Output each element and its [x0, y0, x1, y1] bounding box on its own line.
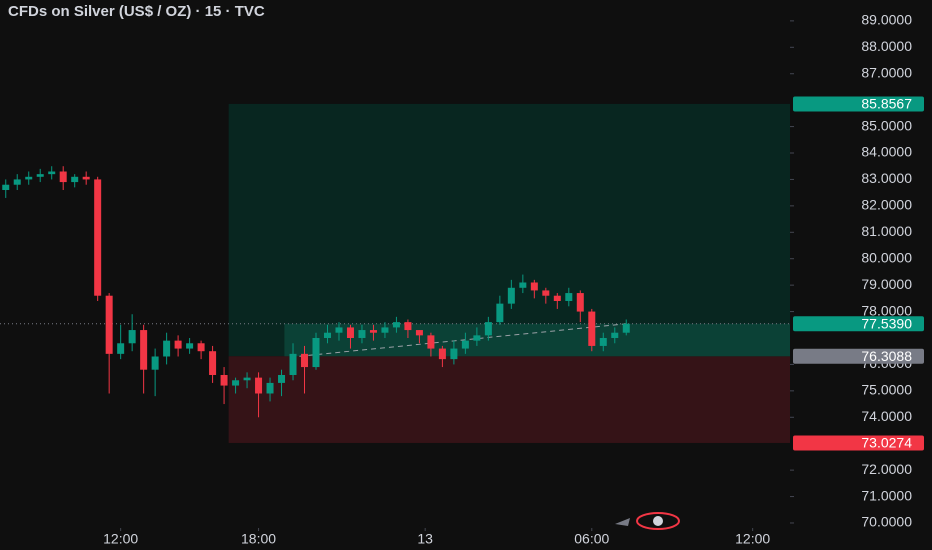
open-profit-fill [284, 323, 790, 357]
candle-body [323, 332, 331, 338]
candle-body [25, 176, 33, 180]
candle-body [622, 323, 630, 333]
candle-body [151, 356, 159, 370]
candle-body [36, 174, 44, 177]
candle-body [553, 295, 561, 301]
candle-body [197, 343, 205, 352]
candle-body [599, 337, 607, 346]
candle-body [473, 335, 481, 341]
profit-zone [228, 103, 791, 357]
price-label: 77.5390 [861, 315, 912, 331]
candle-body [128, 330, 136, 344]
candle-body [335, 327, 343, 333]
price-label-box [793, 316, 924, 332]
y-tick-label: 75.0000 [861, 382, 912, 398]
candle-body [404, 322, 412, 331]
candle-body [484, 322, 492, 336]
price-label: 76.3088 [861, 348, 912, 364]
y-tick-label: 72.0000 [861, 461, 912, 477]
candle-body [450, 348, 458, 360]
candle-body [496, 303, 504, 323]
candle-body [82, 176, 90, 180]
candle-body [278, 374, 286, 383]
replay-icon [615, 512, 680, 530]
candle-body [611, 332, 619, 338]
x-tick-label: 12:00 [735, 531, 770, 547]
y-tick-label: 89.0000 [861, 12, 912, 28]
y-tick-label: 84.0000 [861, 144, 912, 160]
candle-body [266, 382, 274, 394]
candle-body [117, 343, 125, 354]
candle-body [209, 351, 217, 375]
candle-body [94, 179, 102, 296]
price-label-box [793, 348, 924, 364]
price-label-box [793, 435, 924, 451]
y-tick-label: 74.0000 [861, 408, 912, 424]
y-tick-label: 79.0000 [861, 276, 912, 292]
x-tick-label: 13 [417, 531, 433, 547]
candle-body [427, 335, 435, 349]
y-tick-label: 80.0000 [861, 249, 912, 265]
candle-body [105, 295, 113, 354]
candle-body [13, 179, 21, 185]
y-tick-label: 70.0000 [861, 514, 912, 530]
candle-body [358, 330, 366, 338]
x-tick-label: 12:00 [103, 531, 138, 547]
candle-body [381, 327, 389, 333]
y-tick-label: 85.0000 [861, 117, 912, 133]
candle-body [392, 322, 400, 328]
candle-body [220, 374, 228, 386]
price-label-box [793, 96, 924, 112]
y-tick-label: 78.0000 [861, 302, 912, 318]
candle-body [507, 287, 515, 304]
candle-body [243, 377, 251, 381]
chart-title: CFDs on Silver (US$ / OZ) · 15 · TVC [8, 3, 265, 20]
x-tick-label: 06:00 [574, 531, 609, 547]
y-tick-label: 81.0000 [861, 223, 912, 239]
y-tick-label: 83.0000 [861, 170, 912, 186]
candle-body [346, 327, 354, 338]
stop-zone [228, 356, 791, 443]
candle-body [301, 353, 309, 368]
candle-body [140, 330, 148, 370]
candle-body [519, 282, 527, 288]
candle-body [163, 340, 171, 357]
candle-body [255, 377, 263, 394]
candle-body [461, 340, 469, 349]
candle-body [186, 343, 194, 349]
y-tick-label: 88.0000 [861, 38, 912, 54]
candle-body [48, 171, 56, 175]
candle-body [289, 353, 297, 375]
candle-body [232, 380, 240, 386]
y-tick-label: 82.0000 [861, 197, 912, 213]
y-tick-label: 71.0000 [861, 487, 912, 503]
price-label: 85.8567 [861, 96, 912, 112]
candle-body [415, 330, 423, 336]
y-tick-label: 87.0000 [861, 64, 912, 80]
candle-body [174, 340, 182, 349]
candle-body [588, 311, 596, 346]
candle-body [542, 290, 550, 296]
candle-body [71, 176, 79, 183]
candle-body [2, 184, 10, 191]
price-label: 73.0274 [861, 435, 912, 451]
candle-body [369, 330, 377, 333]
candle-body [59, 171, 67, 183]
candle-body [312, 337, 320, 368]
x-tick-label: 18:00 [241, 531, 276, 547]
entry-connector [299, 323, 627, 357]
candle-body [530, 282, 538, 291]
candle-body [438, 348, 446, 360]
candle-body [565, 293, 573, 301]
candle-body [576, 293, 584, 312]
